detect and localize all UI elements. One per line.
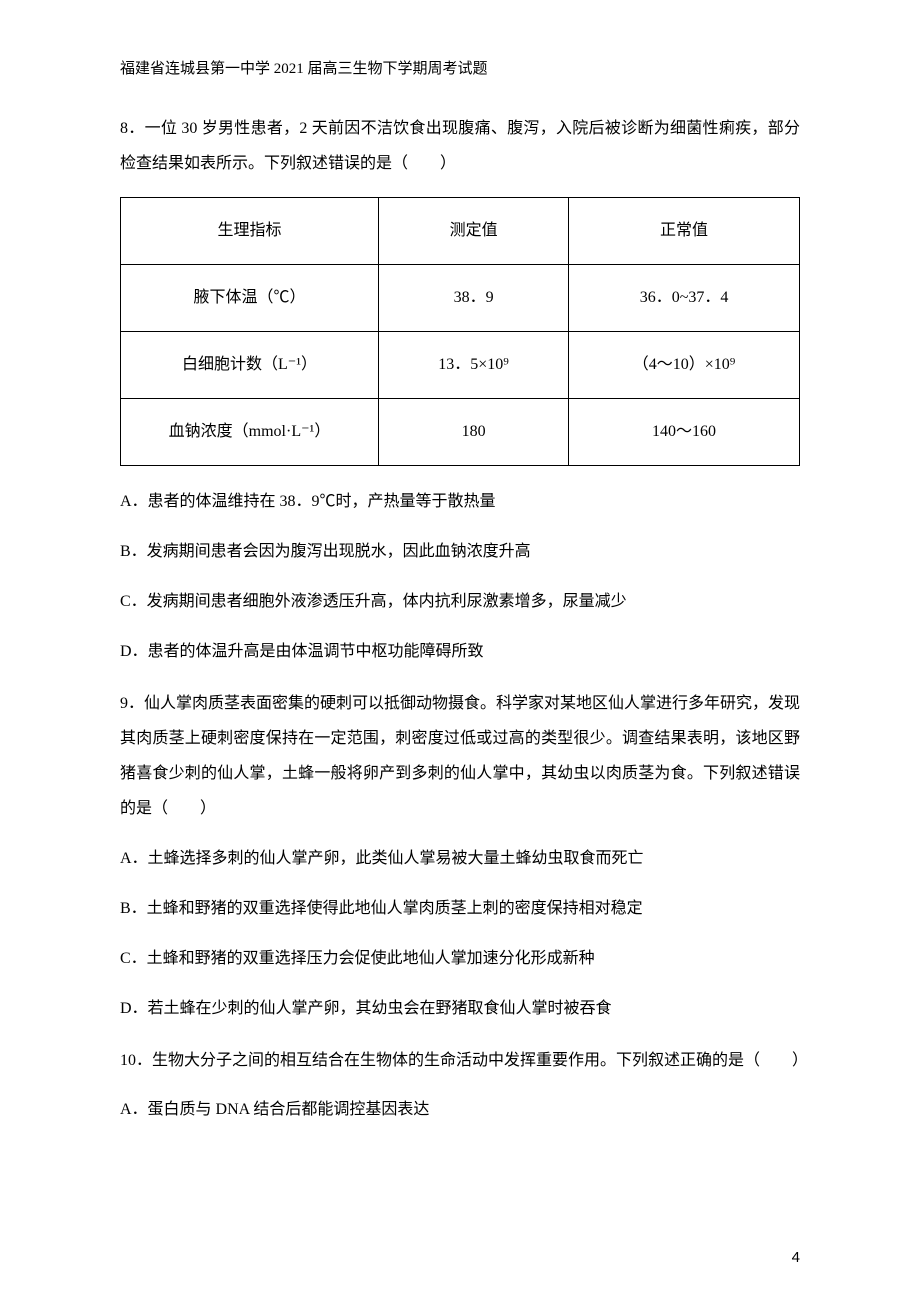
table-cell: 血钠浓度（mmol·L⁻¹）	[121, 398, 379, 465]
q10-stem: 10．生物大分子之间的相互结合在生物体的生命活动中发挥重要作用。下列叙述正确的是…	[120, 1043, 800, 1078]
table-cell: 38．9	[379, 264, 569, 331]
q8-option-d: D．患者的体温升高是由体温调节中枢功能障碍所致	[120, 636, 800, 668]
table-cell: 180	[379, 398, 569, 465]
table-row: 腋下体温（℃） 38．9 36．0~37．4	[121, 264, 800, 331]
table-cell: （4～10）×10⁹	[569, 331, 800, 398]
table-header-cell: 测定值	[379, 197, 569, 264]
q8-option-a: A．患者的体温维持在 38．9℃时，产热量等于散热量	[120, 486, 800, 518]
q9-option-b: B．土蜂和野猪的双重选择使得此地仙人掌肉质茎上刺的密度保持相对稳定	[120, 893, 800, 925]
q8-option-b: B．发病期间患者会因为腹泻出现脱水，因此血钠浓度升高	[120, 536, 800, 568]
q9-option-c: C．土蜂和野猪的双重选择压力会促使此地仙人掌加速分化形成新种	[120, 943, 800, 975]
table-cell: 13．5×10⁹	[379, 331, 569, 398]
q8-table: 生理指标 测定值 正常值 腋下体温（℃） 38．9 36．0~37．4 白细胞计…	[120, 197, 800, 466]
q9-stem: 9．仙人掌肉质茎表面密集的硬刺可以抵御动物摄食。科学家对某地区仙人掌进行多年研究…	[120, 686, 800, 827]
page-number: 4	[792, 1249, 800, 1266]
table-cell: 白细胞计数（L⁻¹）	[121, 331, 379, 398]
table-cell: 36．0~37．4	[569, 264, 800, 331]
table-row: 白细胞计数（L⁻¹） 13．5×10⁹ （4～10）×10⁹	[121, 331, 800, 398]
q9-option-d: D．若土蜂在少刺的仙人掌产卵，其幼虫会在野猪取食仙人掌时被吞食	[120, 993, 800, 1025]
q10-option-a: A．蛋白质与 DNA 结合后都能调控基因表达	[120, 1094, 800, 1126]
table-row: 血钠浓度（mmol·L⁻¹） 180 140～160	[121, 398, 800, 465]
q8-stem: 8．一位 30 岁男性患者，2 天前因不洁饮食出现腹痛、腹泻，入院后被诊断为细菌…	[120, 111, 800, 181]
table-cell: 140～160	[569, 398, 800, 465]
q8-option-c: C．发病期间患者细胞外液渗透压升高，体内抗利尿激素增多，尿量减少	[120, 586, 800, 618]
page: 福建省连城县第一中学 2021 届高三生物下学期周考试题 8．一位 30 岁男性…	[0, 0, 920, 1302]
page-header: 福建省连城县第一中学 2021 届高三生物下学期周考试题	[120, 58, 800, 81]
table-header-row: 生理指标 测定值 正常值	[121, 197, 800, 264]
table-header-cell: 生理指标	[121, 197, 379, 264]
table-cell: 腋下体温（℃）	[121, 264, 379, 331]
table-header-cell: 正常值	[569, 197, 800, 264]
q9-option-a: A．土蜂选择多刺的仙人掌产卵，此类仙人掌易被大量土蜂幼虫取食而死亡	[120, 843, 800, 875]
